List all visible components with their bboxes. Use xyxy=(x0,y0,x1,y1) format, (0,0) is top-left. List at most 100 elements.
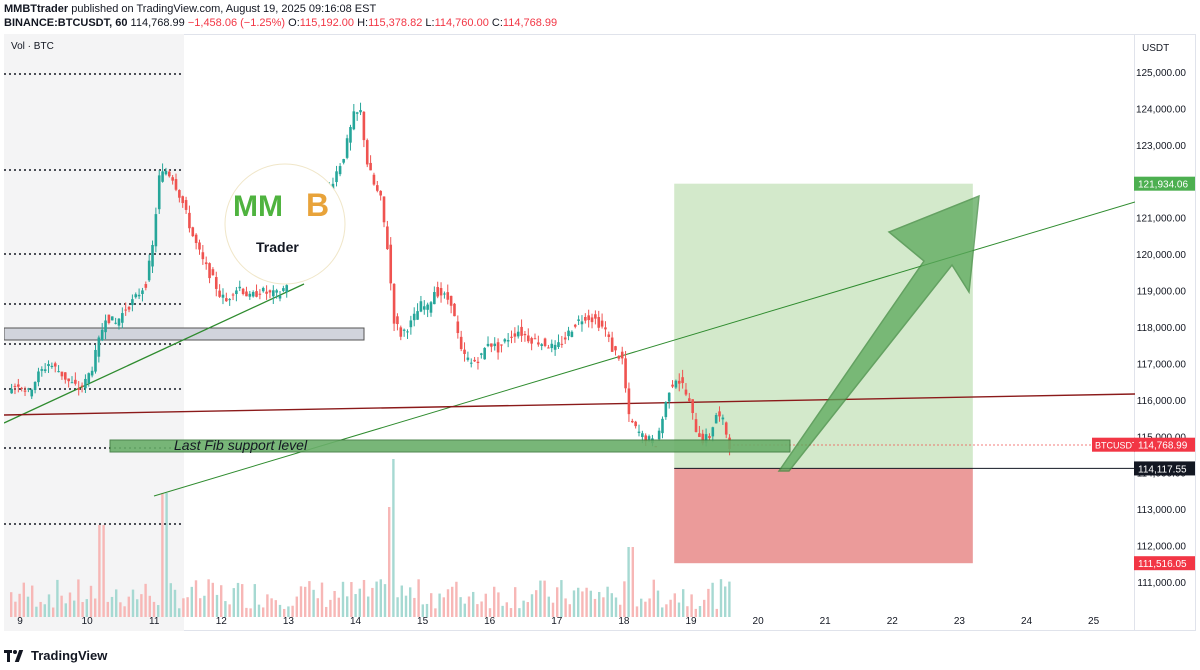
volume-bar xyxy=(287,606,290,617)
symbol-name[interactable]: BINANCE:BTCUSDT, 60 xyxy=(4,17,128,29)
candle-body xyxy=(547,347,550,349)
candle-body xyxy=(171,177,174,181)
candle-body xyxy=(402,329,406,331)
volume-bar xyxy=(283,608,286,617)
candle-body xyxy=(617,356,621,359)
candle-body xyxy=(630,420,634,423)
x-tick-label: 19 xyxy=(685,616,697,627)
currency-label: USDT xyxy=(1142,43,1169,54)
volume-bar xyxy=(434,608,437,617)
volume-bar xyxy=(178,608,181,617)
volume-bar xyxy=(623,581,626,617)
volume-bar xyxy=(476,604,479,617)
candle-body xyxy=(422,306,426,310)
volume-bar xyxy=(396,597,399,617)
volume-bar xyxy=(652,579,655,617)
candle-body xyxy=(694,419,698,433)
price-axis[interactable]: USDT 125,000.00124,000.00123,000.00122,0… xyxy=(1134,34,1196,631)
candle-body xyxy=(147,260,151,281)
candle-body xyxy=(231,294,235,296)
candle-body xyxy=(577,319,580,321)
x-tick-label: 22 xyxy=(887,616,899,627)
y-tick-label: 120,000.00 xyxy=(1136,250,1186,261)
candle-body xyxy=(74,379,77,384)
volume-bar xyxy=(333,590,336,617)
candle-body xyxy=(80,385,84,387)
candle-body xyxy=(466,357,470,360)
volume-bar xyxy=(413,597,416,617)
volume-bar xyxy=(169,583,172,617)
volume-bar xyxy=(640,598,643,617)
logo-letter-b: B xyxy=(306,187,329,223)
volume-bar xyxy=(341,581,345,617)
candle-body xyxy=(218,290,221,297)
candle-body xyxy=(121,313,124,323)
symbol-price-tag-bg xyxy=(1092,437,1135,452)
volume-bar xyxy=(547,596,550,617)
volume-bar xyxy=(215,594,219,617)
candle-body xyxy=(406,331,409,333)
candle-body xyxy=(416,311,419,320)
volume-bar xyxy=(207,579,210,617)
candle-body xyxy=(345,138,349,158)
volume-bar xyxy=(89,585,93,617)
volume-bar xyxy=(581,591,584,617)
volume-bar xyxy=(556,587,559,617)
candle-body xyxy=(285,285,289,293)
volume-bar xyxy=(173,589,177,617)
candle-body xyxy=(33,381,37,391)
candle-body xyxy=(221,294,225,298)
candle-body xyxy=(204,262,208,265)
volume-bar xyxy=(694,608,697,617)
candle-body xyxy=(184,200,188,210)
volume-bar xyxy=(194,580,198,617)
candle-body xyxy=(161,171,164,182)
candle-body xyxy=(372,174,376,185)
candle-body xyxy=(90,370,94,376)
volume-bar xyxy=(610,593,613,617)
candle-body xyxy=(677,380,681,384)
volume-bar xyxy=(148,595,151,617)
candle-body xyxy=(275,290,278,293)
publisher-name[interactable]: MMBTtrader xyxy=(4,3,69,15)
volume-bar xyxy=(144,583,147,617)
volume-bar xyxy=(228,604,231,617)
volume-bar xyxy=(711,582,714,617)
candle-body xyxy=(553,344,557,350)
candle-body xyxy=(359,110,362,113)
volume-bar xyxy=(514,587,517,617)
y-tick-label: 125,000.00 xyxy=(1136,68,1186,79)
candle-body xyxy=(550,343,554,349)
volume-bar xyxy=(430,593,433,617)
volume-bar xyxy=(18,593,21,617)
price-axis-canvas[interactable]: USDT 125,000.00124,000.00123,000.00122,0… xyxy=(1134,34,1195,631)
volume-bar xyxy=(224,601,227,617)
volume-bar xyxy=(585,587,588,617)
candle-body xyxy=(144,284,148,288)
candle-body xyxy=(211,269,215,276)
candle-body xyxy=(439,288,443,296)
tradingview-brand: TradingView xyxy=(31,648,108,663)
candle-body xyxy=(714,415,718,424)
chart-canvas[interactable]: Last Fib support level MM B Trader 9 10 11 12 1… xyxy=(4,34,1135,631)
candle-body xyxy=(641,433,644,437)
candle-body xyxy=(194,234,198,244)
volume-bar xyxy=(136,599,139,617)
candle-body xyxy=(157,175,161,210)
candle-body xyxy=(607,334,611,337)
candle-body xyxy=(419,301,423,312)
candle-body xyxy=(456,321,460,334)
volume-bar xyxy=(140,594,143,617)
current-price-tag-bg xyxy=(1134,437,1195,452)
target-price-tag: 121,934.06 xyxy=(1138,180,1188,191)
volume-bar xyxy=(505,602,508,617)
candle-body xyxy=(392,283,396,324)
candle-body xyxy=(490,343,493,347)
candle-body xyxy=(721,417,725,420)
x-tick-label: 21 xyxy=(820,616,832,627)
candle-body xyxy=(382,196,386,223)
volume-bar xyxy=(455,581,458,617)
candle-body xyxy=(63,372,67,380)
chart-pane[interactable]: Last Fib support level MM B Trader 9 10 11 12 1… xyxy=(4,34,1135,631)
volume-bar xyxy=(388,507,391,617)
